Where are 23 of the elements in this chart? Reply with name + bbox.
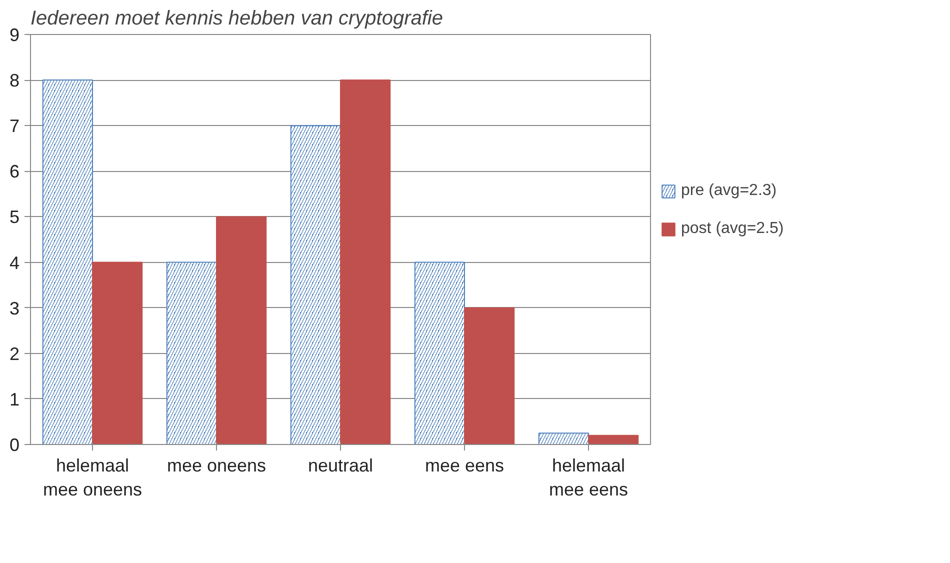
x-tick-label: helemaal mee oneens <box>42 456 142 500</box>
x-tick-label: mee oneens <box>166 456 266 476</box>
y-tick-label: 9 <box>9 25 20 45</box>
y-tick-label: 5 <box>9 207 20 228</box>
y-tick-label: 4 <box>9 252 20 273</box>
chart-title: Iedereen moet kennis hebben van cryptografie <box>30 8 443 30</box>
y-tick-label: 8 <box>9 70 20 91</box>
legend-label: pre (avg=2.3) <box>681 182 777 200</box>
x-tick-label: helemaal mee eens <box>548 456 628 500</box>
bar <box>464 307 515 444</box>
bar <box>340 80 391 444</box>
bar <box>92 262 143 444</box>
x-tick-label: mee eens <box>424 456 504 476</box>
x-tick-label: neutraal <box>308 456 374 476</box>
y-tick-label: 2 <box>9 344 20 364</box>
bar <box>216 216 267 444</box>
y-tick-label: 0 <box>9 435 20 455</box>
y-tick-label: 6 <box>9 162 20 182</box>
y-tick-label: 3 <box>9 298 20 318</box>
bar <box>588 434 639 444</box>
legend-label: post (avg=2.5) <box>681 220 784 238</box>
y-tick-label: 1 <box>9 389 20 410</box>
y-tick-label: 7 <box>9 116 20 136</box>
